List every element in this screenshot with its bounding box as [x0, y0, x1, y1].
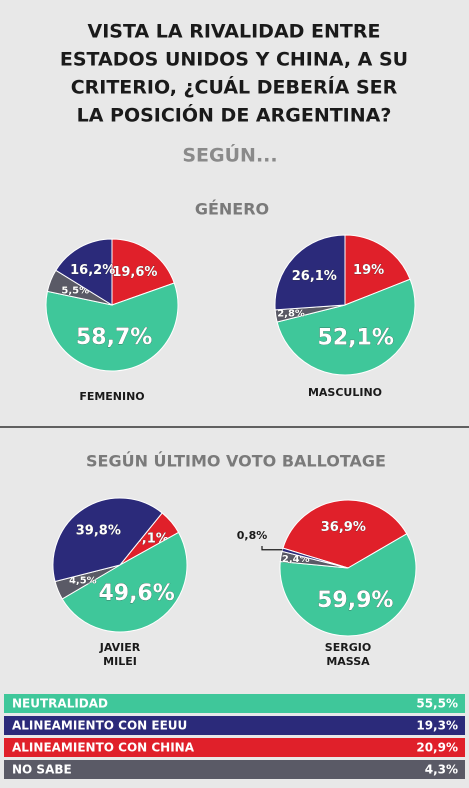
data-label: 49,6% [98, 581, 174, 606]
data-label: 2,4% [282, 554, 310, 565]
pie-title: SERGIO [325, 641, 371, 654]
data-label: 4,5% [69, 575, 97, 586]
data-label: 58,7% [76, 325, 152, 350]
data-label: 52,1% [318, 325, 394, 350]
pie-slice [55, 238, 113, 306]
legend-value: 20,9% [416, 741, 458, 755]
title-line: ESTADOS UNIDOS Y CHINA, A SU [60, 49, 408, 71]
leader-line [261, 546, 283, 551]
legend-bar [4, 694, 465, 713]
pie-title: FEMENINO [79, 390, 144, 403]
legend-value: 19,3% [416, 719, 458, 733]
pie-slice [276, 278, 416, 376]
pie-title: JAVIER [99, 641, 141, 654]
legend-bar [4, 716, 465, 735]
data-label: 19% [353, 263, 384, 278]
title-line: LA POSICIÓN DE ARGENTINA? [77, 103, 392, 127]
subtitle: SEGÚN... [182, 143, 277, 167]
pie-title: MILEI [103, 655, 137, 668]
pie-slice [52, 497, 163, 583]
title-line: VISTA LA RIVALIDAD ENTRE [88, 21, 381, 43]
legend-label: ALINEAMIENTO CON EEUU [12, 719, 187, 733]
pie-slice [281, 547, 349, 569]
legend-value: 4,3% [425, 763, 458, 777]
pie-slice [61, 531, 188, 633]
data-label: 59,9% [317, 588, 393, 613]
legend-label: NO SABE [12, 763, 72, 777]
section-title: GÉNERO [195, 200, 269, 219]
legend-value: 55,5% [416, 697, 458, 711]
data-label: 36,9% [321, 520, 366, 535]
data-label: 0,8% [237, 529, 268, 542]
legend-bar [4, 760, 465, 779]
pie-title: MASSA [326, 655, 370, 668]
data-label: 5,5% [61, 285, 89, 296]
data-label: 2,8% [277, 309, 305, 320]
data-label: 16,2% [70, 263, 115, 278]
section-title: SEGÚN ÚLTIMO VOTO BALLOTAGE [86, 452, 386, 471]
pie-slice [344, 234, 411, 306]
title-line: CRITERIO, ¿CUÁL DEBERÍA SER [71, 76, 398, 99]
data-label: 26,1% [292, 269, 337, 284]
pie-slice [274, 234, 346, 311]
pie-slice [282, 499, 408, 569]
legend-label: NEUTRALIDAD [12, 697, 108, 711]
legend-bar [4, 738, 465, 757]
legend-label: ALINEAMIENTO CON CHINA [12, 741, 195, 755]
pie-title: MASCULINO [308, 386, 382, 399]
pie-slice [45, 282, 179, 372]
data-label: 39,8% [76, 524, 121, 539]
data-label: 19,6% [112, 265, 157, 280]
pie-slice [279, 533, 417, 637]
